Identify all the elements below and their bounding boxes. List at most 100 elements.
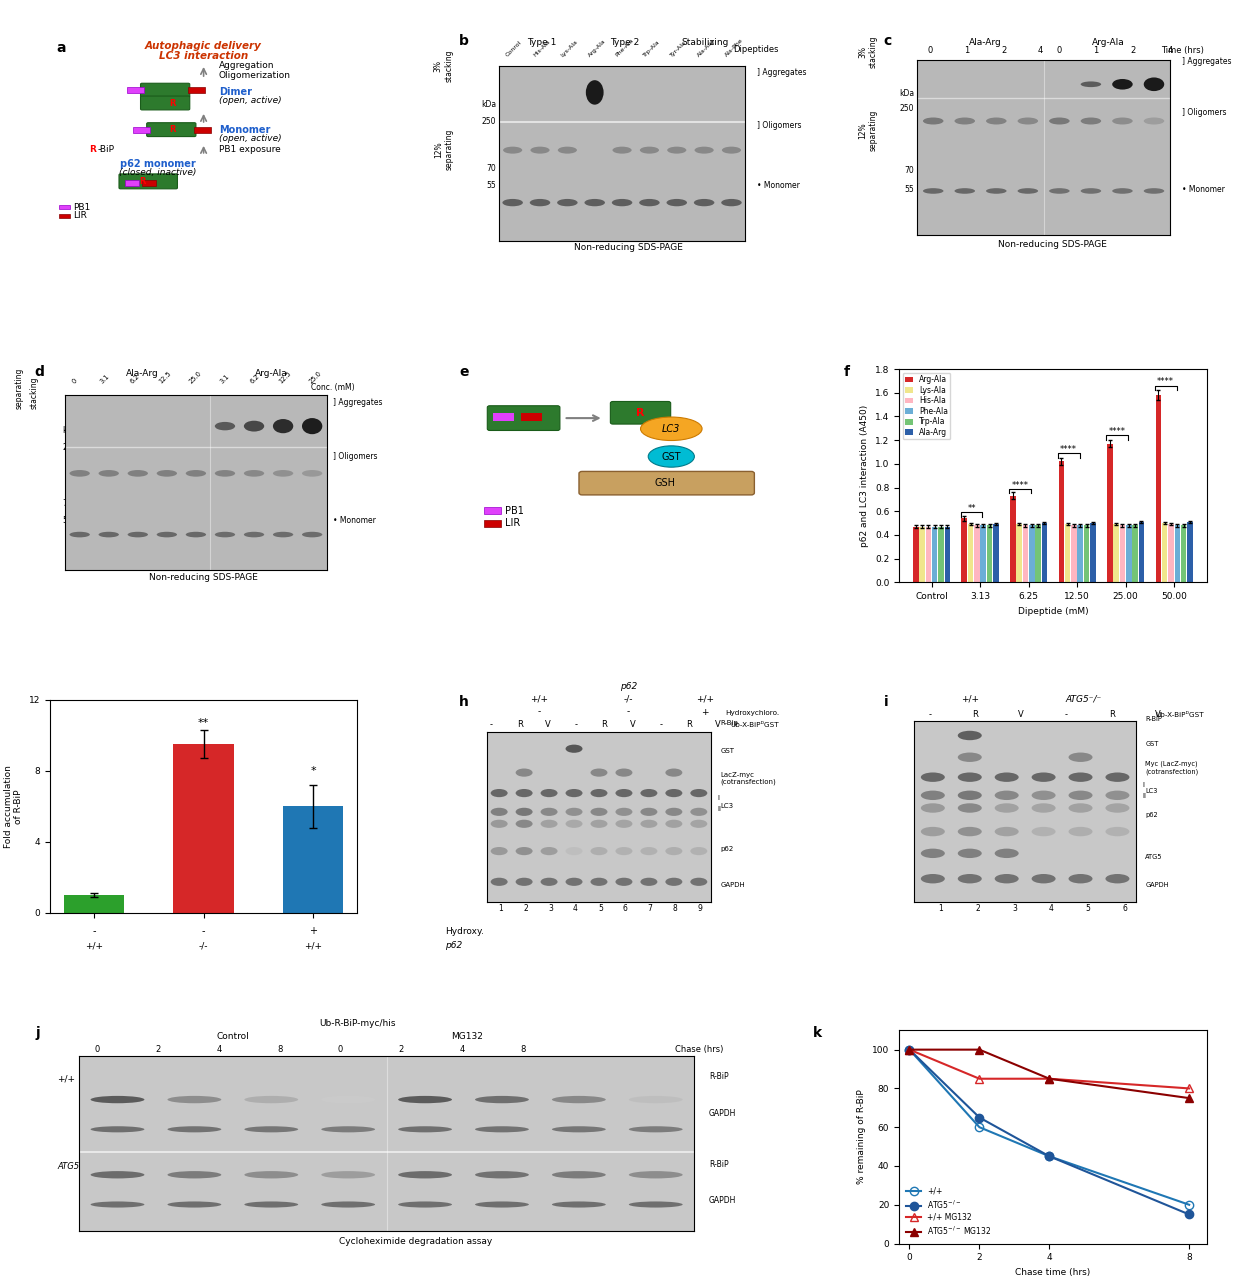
Text: (closed, inactive): (closed, inactive) (118, 168, 197, 177)
Text: MG132: MG132 (452, 1032, 483, 1041)
Text: 2: 2 (1001, 46, 1006, 55)
Text: ****: **** (1157, 377, 1174, 386)
Text: LC3: LC3 (1146, 788, 1157, 795)
Bar (986, 526, 993, 582)
Text: p62: p62 (620, 682, 637, 691)
Bar (1023, 526, 1029, 582)
Text: Ala-Phe: Ala-Phe (724, 37, 744, 58)
Text: Conc. (mM): Conc. (mM) (311, 383, 355, 392)
Text: p62: p62 (445, 941, 463, 950)
Text: 25.0: 25.0 (309, 370, 323, 385)
Bar (1035, 526, 1041, 582)
X-axis label: Chase time (hrs): Chase time (hrs) (1015, 1268, 1091, 1277)
Text: Dipeptides: Dipeptides (734, 45, 779, 54)
Bar (188, 87, 205, 94)
Bar (284, 806, 343, 913)
Text: R: R (139, 177, 146, 186)
Bar (1156, 395, 1161, 582)
Text: PB1: PB1 (73, 203, 90, 212)
Text: 9: 9 (698, 904, 703, 913)
Text: Ala-Arg: Ala-Arg (126, 369, 158, 378)
Text: 1: 1 (1093, 46, 1098, 55)
Bar (1107, 444, 1112, 582)
Text: LC3: LC3 (720, 804, 734, 809)
Bar (1132, 526, 1138, 582)
Text: LIR: LIR (505, 518, 520, 528)
Text: p62: p62 (720, 846, 734, 853)
Text: -: - (659, 720, 663, 729)
Text: -: - (575, 720, 577, 729)
Text: kDa: kDa (62, 426, 77, 435)
Bar (133, 127, 149, 133)
Text: V: V (715, 720, 720, 729)
FancyBboxPatch shape (488, 405, 560, 431)
Y-axis label: % remaining of R-BiP: % remaining of R-BiP (857, 1090, 867, 1185)
Text: 3%
stacking: 3% stacking (434, 50, 453, 82)
Text: ] Aggregates: ] Aggregates (333, 399, 382, 408)
Text: R-BiP: R-BiP (709, 1160, 729, 1169)
Text: V: V (545, 720, 551, 729)
Bar (493, 413, 514, 422)
Text: -: - (490, 720, 493, 729)
Text: 6: 6 (623, 904, 628, 913)
Text: 4: 4 (459, 1045, 465, 1054)
Text: R-BiP: R-BiP (709, 1072, 729, 1081)
Bar (1041, 523, 1047, 582)
Bar (980, 526, 986, 582)
Bar (142, 181, 156, 186)
Text: Tyr-Ala: Tyr-Ala (669, 40, 688, 58)
Text: -: - (627, 708, 629, 717)
Text: His-Ala: His-Ala (532, 38, 551, 58)
Text: R: R (516, 720, 522, 729)
Bar (484, 520, 500, 527)
Text: Phe-Ala: Phe-Ala (615, 37, 634, 58)
Bar (938, 527, 944, 582)
Legend: +/+, ATG5$^{-/-}$, +/+ MG132, ATG5$^{-/-}$ MG132: +/+, ATG5$^{-/-}$, +/+ MG132, ATG5$^{-/-… (903, 1185, 995, 1240)
FancyBboxPatch shape (141, 83, 190, 97)
Bar (1090, 523, 1096, 582)
Text: Monomer: Monomer (219, 126, 270, 135)
Legend: Arg-Ala, Lys-Ala, His-Ala, Phe-Ala, Trp-Ala, Ala-Arg: Arg-Ala, Lys-Ala, His-Ala, Phe-Ala, Trp-… (903, 373, 950, 440)
Text: Type 2: Type 2 (611, 38, 639, 47)
FancyBboxPatch shape (147, 123, 195, 137)
Text: a: a (56, 41, 66, 55)
Text: GST: GST (720, 747, 734, 754)
Text: R-BiP: R-BiP (1146, 715, 1162, 722)
Text: V: V (629, 720, 636, 729)
Text: I: I (718, 795, 719, 801)
Text: R: R (602, 720, 607, 729)
Text: Autophagic delivery: Autophagic delivery (146, 41, 262, 50)
Text: V: V (1154, 710, 1161, 719)
Bar (993, 524, 999, 582)
Text: 6: 6 (1122, 904, 1127, 913)
Text: GSH: GSH (654, 478, 675, 488)
Text: Non-reducing SDS-PAGE: Non-reducing SDS-PAGE (149, 573, 258, 582)
Text: -BiP: -BiP (97, 145, 114, 154)
Text: Non-reducing SDS-PAGE: Non-reducing SDS-PAGE (999, 241, 1107, 250)
Text: 7: 7 (648, 904, 653, 913)
Bar (926, 527, 932, 582)
Text: 0: 0 (71, 378, 78, 385)
Text: +/+: +/+ (305, 941, 322, 950)
Bar (1010, 496, 1015, 582)
Text: Hydroxychloro.: Hydroxychloro. (725, 709, 779, 715)
Text: -: - (202, 927, 205, 936)
Text: 0: 0 (95, 1045, 100, 1054)
Text: ] Oligomers: ] Oligomers (333, 451, 377, 460)
Bar (127, 87, 143, 94)
Text: 4: 4 (1037, 46, 1044, 55)
Text: Non-reducing SDS-PAGE: Non-reducing SDS-PAGE (573, 242, 683, 251)
Text: ATG5⁻/⁻: ATG5⁻/⁻ (1065, 695, 1102, 704)
Bar (1168, 524, 1174, 582)
Bar (932, 527, 938, 582)
Text: 55: 55 (62, 515, 72, 524)
Text: 55: 55 (486, 181, 496, 190)
Text: 12%
separating: 12% separating (858, 110, 878, 151)
Text: ] Aggregates: ] Aggregates (758, 68, 807, 77)
Bar (944, 527, 950, 582)
Text: 12%
separating: 12% separating (434, 128, 453, 171)
Text: 12.5: 12.5 (279, 370, 292, 385)
Text: Trp-Ala: Trp-Ala (642, 38, 661, 58)
Bar (1059, 462, 1064, 582)
Text: ATG5: ATG5 (1146, 855, 1163, 860)
